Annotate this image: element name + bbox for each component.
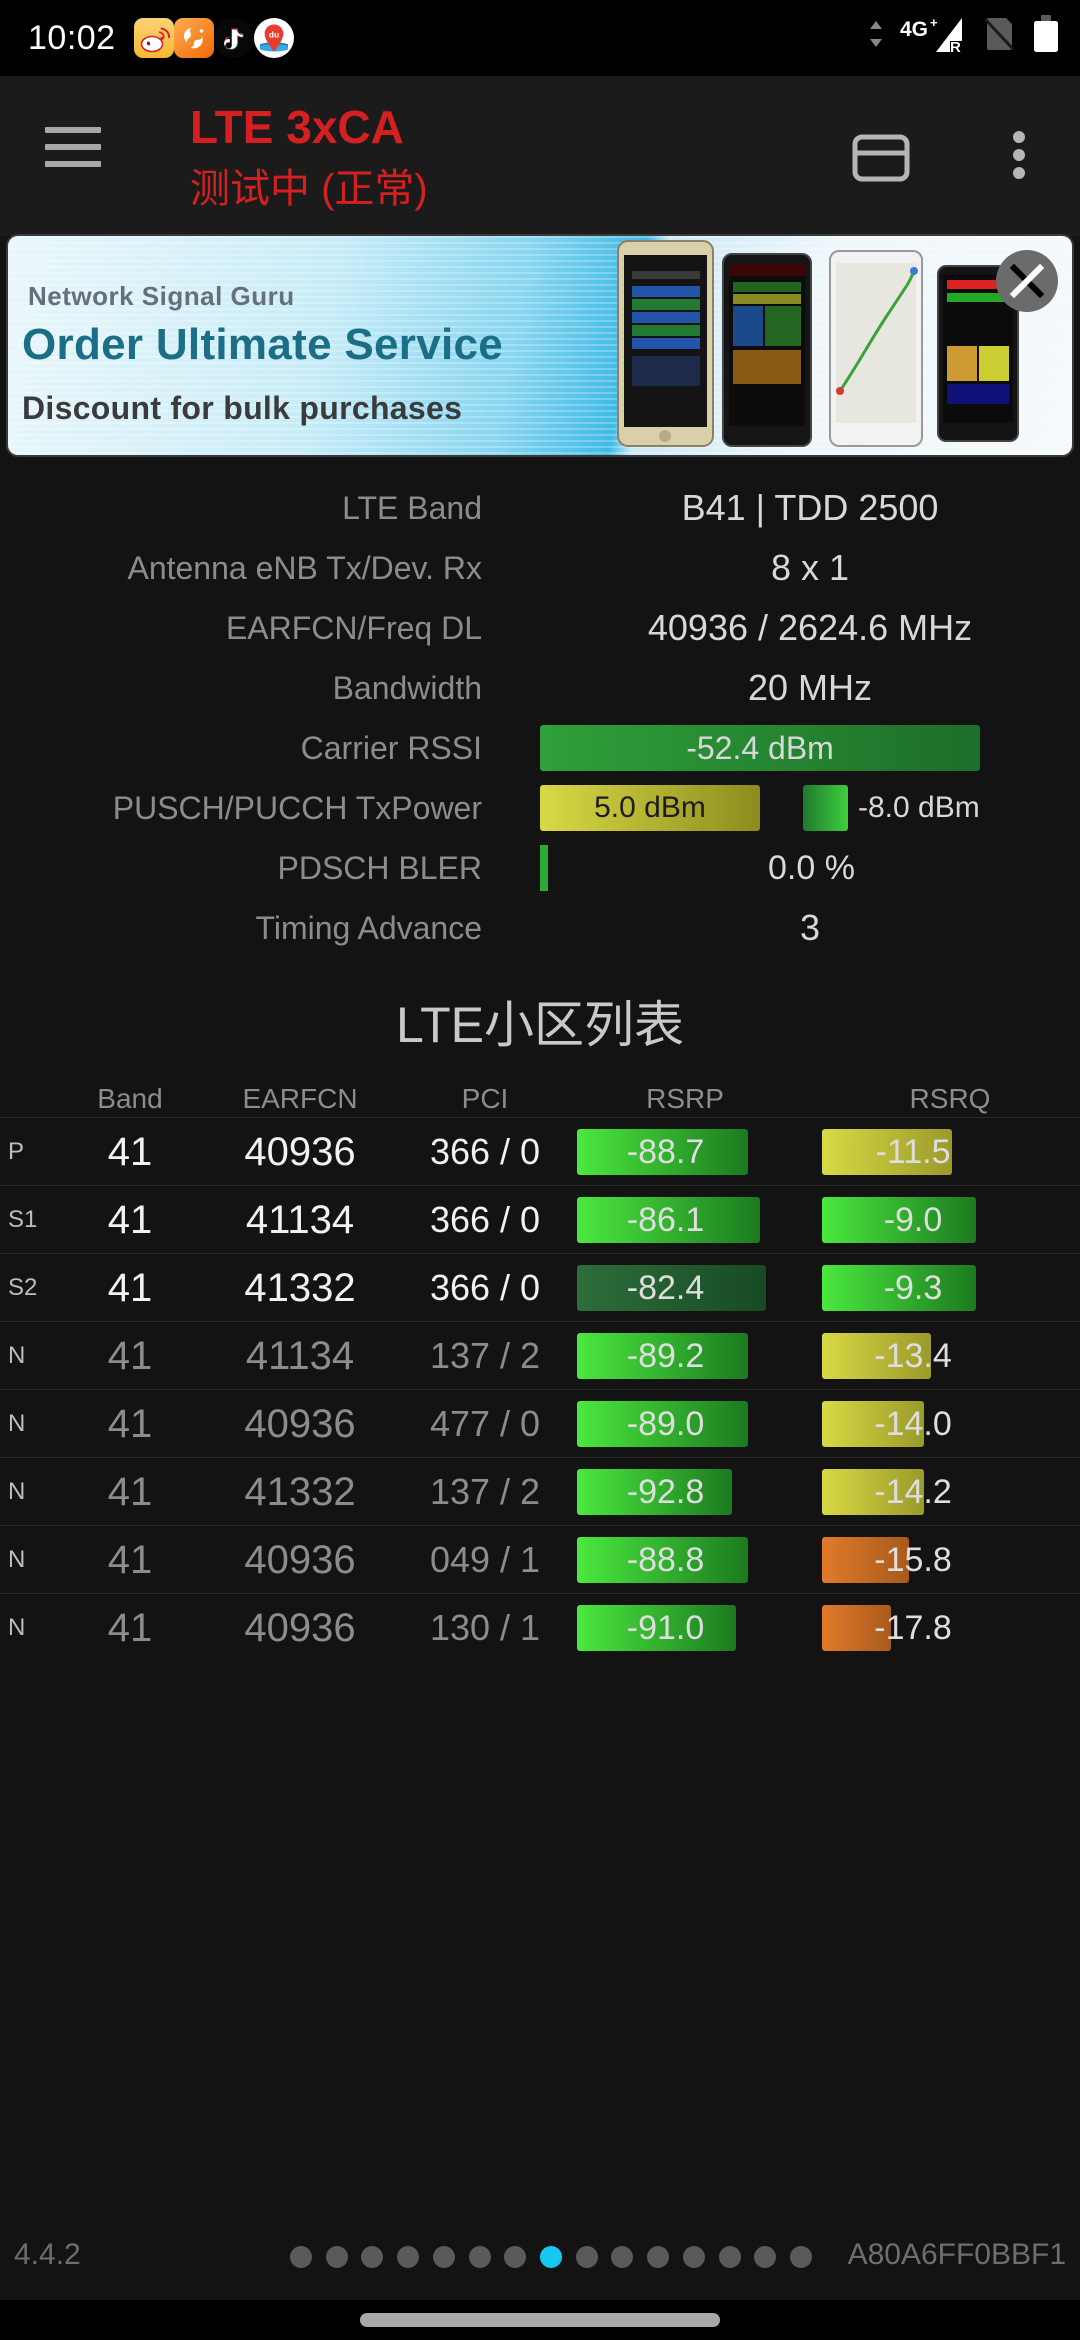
svg-text:du: du — [268, 30, 278, 40]
svg-text:4G: 4G — [900, 18, 928, 41]
svg-text:R: R — [950, 39, 961, 54]
svg-text:+: + — [930, 15, 938, 30]
